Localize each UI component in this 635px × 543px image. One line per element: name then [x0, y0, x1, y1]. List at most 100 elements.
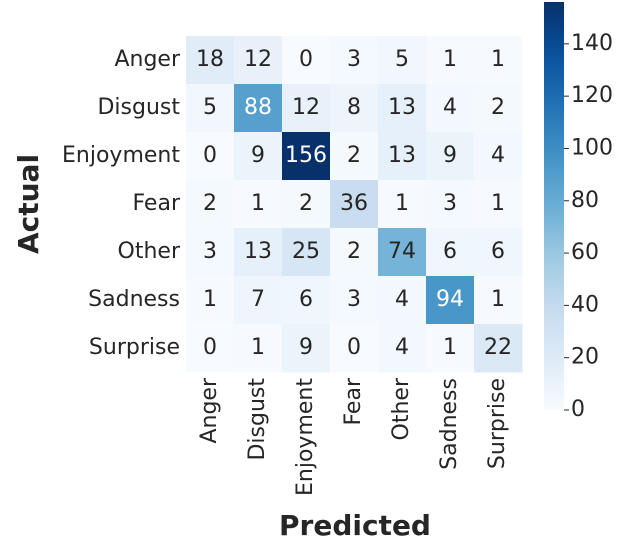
cell-label: 25 [292, 239, 320, 264]
heatmap-cell [426, 132, 475, 181]
cell-label: 9 [251, 143, 265, 168]
cell-label: 2 [299, 191, 313, 216]
cell-label: 12 [292, 95, 320, 120]
y-tick-label: Enjoyment [62, 143, 180, 168]
heatmap-cell [282, 132, 331, 181]
heatmap-cell [186, 228, 235, 277]
cell-label: 9 [443, 143, 457, 168]
y-tick-label: Fear [132, 191, 180, 216]
heatmap-cell [234, 132, 283, 181]
x-tick-label: Surprise [485, 378, 510, 469]
cell-label: 2 [347, 143, 361, 168]
x-tick-label: Anger [197, 377, 222, 443]
heatmap-cell [378, 276, 427, 325]
cell-label: 1 [443, 335, 457, 360]
heatmap-cell [186, 36, 235, 85]
heatmap-cell [426, 36, 475, 85]
cell-label: 1 [251, 191, 265, 216]
heatmap-cell [330, 228, 379, 277]
cell-label: 2 [491, 95, 505, 120]
cell-label: 0 [347, 335, 361, 360]
cell-label: 1 [443, 47, 457, 72]
heatmap-cell [474, 228, 523, 277]
heatmap-cell [234, 84, 283, 133]
cell-label: 5 [395, 47, 409, 72]
cell-label: 6 [299, 287, 313, 312]
cell-label: 9 [299, 335, 313, 360]
heatmap-cell [474, 324, 523, 373]
cell-label: 8 [347, 95, 361, 120]
heatmap-cell [378, 132, 427, 181]
colorbar-tick-label: 80 [571, 188, 599, 213]
heatmap-cell [426, 276, 475, 325]
cell-label: 1 [491, 47, 505, 72]
heatmap-cell [186, 276, 235, 325]
heatmap-cell [378, 324, 427, 373]
cell-label: 36 [340, 191, 368, 216]
colorbar-tick-label: 140 [571, 31, 613, 56]
y-axis-label: Actual [12, 154, 45, 254]
y-tick-label: Disgust [97, 95, 180, 120]
heatmap-cell [330, 324, 379, 373]
heatmap-cell [330, 84, 379, 133]
cell-label: 13 [244, 239, 272, 264]
cell-label: 0 [299, 47, 313, 72]
heatmap-cell [282, 84, 331, 133]
cell-label: 4 [395, 287, 409, 312]
cell-label: 7 [251, 287, 265, 312]
cell-label: 6 [443, 239, 457, 264]
cell-label: 0 [203, 335, 217, 360]
heatmap-cell [330, 180, 379, 229]
heatmap-cell [378, 84, 427, 133]
cell-label: 1 [251, 335, 265, 360]
cell-label: 3 [347, 47, 361, 72]
colorbar-tick-label: 20 [571, 345, 599, 370]
x-tick-label: Disgust [245, 378, 270, 461]
y-tick-label: Other [118, 239, 181, 264]
heatmap-cell [186, 180, 235, 229]
heatmap-cell [186, 324, 235, 373]
cell-label: 13 [388, 95, 416, 120]
heatmap-cell [282, 180, 331, 229]
colorbar-tick-label: 40 [571, 292, 599, 317]
y-tick-label: Sadness [88, 287, 180, 312]
heatmap-cell [426, 324, 475, 373]
heatmap-cell [330, 132, 379, 181]
heatmap-cell [330, 276, 379, 325]
heatmap-cell [426, 228, 475, 277]
heatmap-cell [330, 36, 379, 85]
cell-label: 3 [203, 239, 217, 264]
heatmap-cell [234, 276, 283, 325]
cell-label: 74 [388, 239, 416, 264]
cell-label: 5 [203, 95, 217, 120]
heatmap-cell [282, 324, 331, 373]
heatmap-cell [234, 36, 283, 85]
cell-label: 1 [203, 287, 217, 312]
colorbar [544, 2, 564, 410]
cell-label: 3 [347, 287, 361, 312]
x-axis-label: Predicted [279, 509, 431, 542]
x-tick-label: Sadness [437, 378, 462, 470]
cell-label: 1 [395, 191, 409, 216]
heatmap-cell [186, 132, 235, 181]
colorbar-tick-label: 120 [571, 83, 613, 108]
cell-label: 94 [436, 287, 464, 312]
heatmap-cell [234, 228, 283, 277]
cell-label: 6 [491, 239, 505, 264]
heatmap-cell [282, 276, 331, 325]
cell-label: 88 [244, 95, 272, 120]
heatmap-cell [186, 84, 235, 133]
cell-label: 1 [491, 287, 505, 312]
y-tick-label: Surprise [89, 335, 180, 360]
cell-label: 18 [196, 47, 224, 72]
cell-label: 156 [285, 143, 327, 168]
cell-label: 1 [491, 191, 505, 216]
heatmap-cell [426, 84, 475, 133]
cell-label: 12 [244, 47, 272, 72]
cell-label: 4 [443, 95, 457, 120]
heatmap-cell [378, 36, 427, 85]
colorbar-tick-label: 100 [571, 135, 613, 160]
colorbar-tick-label: 60 [571, 240, 599, 265]
cell-label: 22 [484, 335, 512, 360]
